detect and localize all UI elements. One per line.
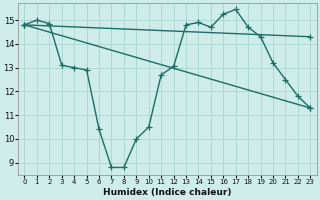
X-axis label: Humidex (Indice chaleur): Humidex (Indice chaleur) <box>103 188 232 197</box>
